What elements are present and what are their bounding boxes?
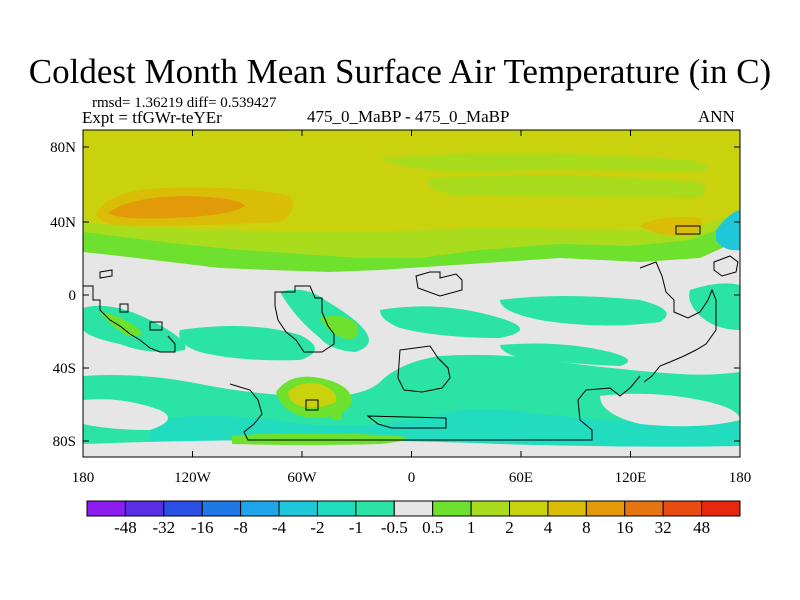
- colorbar-label: -2: [310, 518, 324, 537]
- south-atlantic-olive-core: [288, 383, 337, 408]
- antarctic-green-strip: [232, 433, 407, 445]
- colorbar-swatch: [393, 500, 434, 517]
- colorbar-label: 4: [544, 518, 553, 537]
- continent-outline: [675, 225, 701, 235]
- colorbar-swatch: [316, 500, 357, 517]
- antarctic-green-patch: [332, 410, 342, 420]
- colorbar-swatch: [124, 500, 165, 517]
- longitude-axis: 180 120W 60W 0 60E 120E 180: [72, 130, 752, 486]
- continent-outlines: [83, 225, 739, 441]
- colorbar-label: 48: [693, 518, 710, 537]
- colorbar-label: 1: [467, 518, 476, 537]
- continent-outline: [639, 261, 717, 383]
- colorbar-swatch: [278, 500, 318, 517]
- colorbar-label: 16: [616, 518, 633, 537]
- colorbar-label: 0.5: [422, 518, 443, 537]
- tropical-green-patch: [100, 312, 142, 337]
- southern-neutral-gap: [83, 399, 168, 430]
- west-pacific-blue-patch: [716, 210, 740, 251]
- colorbar-swatch: [201, 500, 242, 517]
- lat-tick-label: 80N: [50, 140, 76, 156]
- colorbar-swatch: [547, 500, 587, 517]
- continent-outline: [305, 399, 319, 411]
- tropical-cyan-patch: [500, 296, 667, 326]
- experiment-label: Expt = tfGWr-teYEr: [82, 108, 222, 127]
- tropical-green-patch: [320, 315, 359, 340]
- period-label: 475_0_MaBP - 475_0_MaBP: [307, 107, 510, 126]
- colorbar-label: -48: [114, 518, 137, 537]
- colorbar-swatch: [163, 500, 203, 517]
- lat-tick-label: 0: [69, 288, 77, 304]
- continent-outline: [149, 321, 163, 331]
- subtropical-orange-core: [108, 196, 245, 219]
- lon-tick-label: 180: [729, 470, 752, 486]
- colorbar-swatch: [470, 500, 511, 517]
- arctic-green-patch: [428, 175, 707, 198]
- continent-outline: [397, 345, 451, 393]
- colorbar-label: 32: [655, 518, 672, 537]
- season-label: ANN: [698, 107, 735, 126]
- colorbar-swatch: [662, 500, 703, 517]
- colorbar-swatch: [432, 500, 472, 517]
- southern-neutral-gap: [600, 393, 740, 427]
- colorbar-label: -8: [234, 518, 248, 537]
- continent-outline: [274, 285, 335, 353]
- stats-line: rmsd= 1.36219 diff= 0.539427: [92, 95, 277, 111]
- lat-tick-label: 40S: [53, 361, 76, 377]
- arctic-green-patch: [380, 153, 708, 172]
- colorbar-label: -4: [272, 518, 287, 537]
- colorbar-swatch: [355, 500, 395, 517]
- colorbar: -48 -32 -16 -8 -4 -2 -1 -0.5 0.5 1 2 4 8 16 32 48: [86, 500, 741, 537]
- continent-outline: [415, 271, 463, 297]
- colorbar-swatch: [624, 500, 664, 517]
- colorbar-label: -32: [152, 518, 175, 537]
- lon-tick-label: 60W: [287, 470, 317, 486]
- continent-outline: [366, 415, 447, 429]
- lon-tick-label: 0: [408, 470, 416, 486]
- chart-title: Coldest Month Mean Surface Air Temperatu…: [28, 52, 772, 91]
- east-asia-gold-patch: [640, 217, 703, 237]
- temperature-field: [83, 130, 740, 457]
- colorbar-label: 8: [582, 518, 591, 537]
- continent-outline: [99, 269, 113, 279]
- tropical-cyan-patch: [380, 306, 520, 338]
- colorbar-label: 2: [505, 518, 514, 537]
- colorbar-swatch: [585, 500, 626, 517]
- colorbar-swatch: [509, 500, 549, 517]
- tropical-cyan-patch: [500, 343, 628, 366]
- colorbar-swatch: [701, 500, 741, 517]
- colorbar-swatch: [86, 500, 126, 517]
- continent-outline: [119, 303, 129, 313]
- colorbar-label: -0.5: [381, 518, 408, 537]
- tropical-cyan-patch: [179, 326, 315, 361]
- lon-tick-label: 180: [72, 470, 95, 486]
- colorbar-label: -1: [349, 518, 363, 537]
- continent-outline: [713, 255, 739, 277]
- continent-outline: [229, 375, 641, 441]
- latitude-axis: 80N 40N 0 40S 80S: [50, 140, 740, 450]
- lat-tick-label: 40N: [50, 215, 76, 231]
- lon-tick-label: 60E: [509, 470, 533, 486]
- east-pacific-cyan-patch: [689, 283, 740, 330]
- continent-outline: [83, 285, 176, 353]
- lon-tick-label: 120E: [615, 470, 647, 486]
- colorbar-label: -16: [191, 518, 214, 537]
- lon-tick-label: 120W: [174, 470, 212, 486]
- colorbar-swatch: [240, 500, 280, 517]
- lat-tick-label: 80S: [53, 434, 76, 450]
